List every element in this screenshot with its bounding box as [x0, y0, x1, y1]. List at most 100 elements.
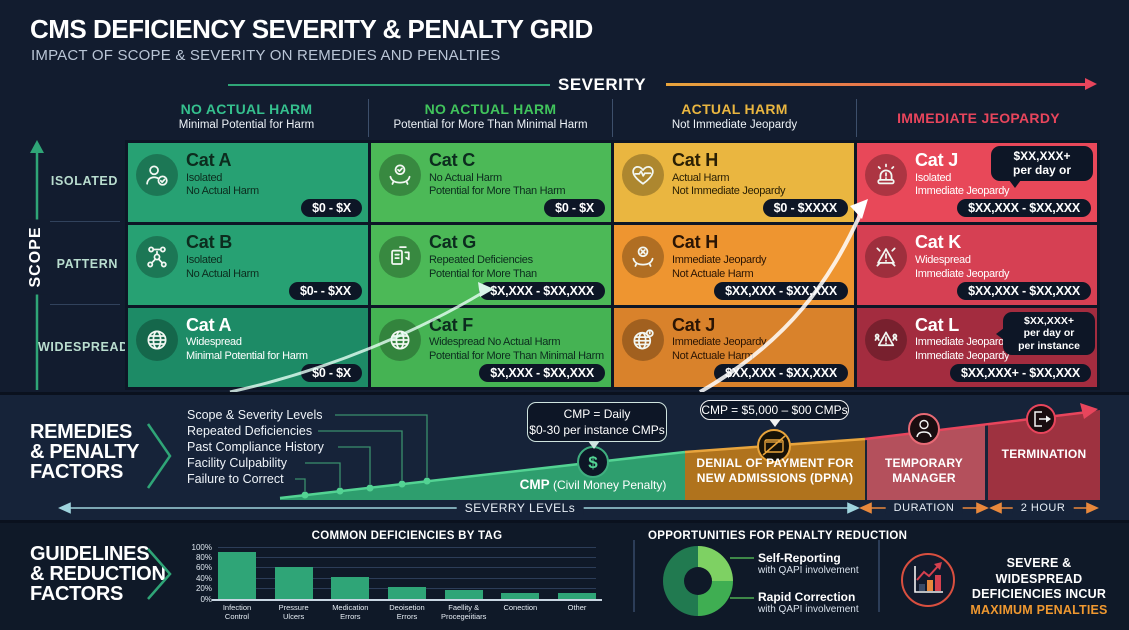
- penalty-factor: Repeated Deficiencies: [187, 424, 313, 438]
- vertical-divider: [633, 540, 635, 612]
- svg-text:$: $: [588, 453, 598, 472]
- scope-divider: [50, 304, 120, 305]
- cell-category: Cat C: [429, 150, 476, 170]
- penalty-badge: $X,XXX - $XX,XXX: [479, 364, 605, 382]
- guidelines-title-line: FACTORS: [30, 583, 124, 605]
- donut-chart-title: OPPORTUNITIES FOR PENALTY REDUCTION: [648, 530, 908, 542]
- penalty-badge: $0- - $XX: [288, 281, 362, 300]
- legend-rapid-correction: Rapid Correction: [758, 590, 856, 604]
- grid-cell-cat-j-isolated: Cat J Isolated Immediate Jeopardy $XX,XX…: [857, 143, 1097, 223]
- penalty-factor: Failure to Correct: [187, 472, 284, 486]
- chevron-right-icon: [147, 548, 172, 600]
- callout-line: $XX,XXX+: [1024, 314, 1074, 327]
- max-note-line: SEVERE & WIDESPREAD: [995, 556, 1083, 586]
- legend-self-reporting: Self-Reporting: [758, 551, 841, 565]
- bar: [501, 592, 540, 599]
- warning-triangle-icon: [865, 236, 907, 279]
- bar: [444, 590, 483, 599]
- scope-row-widespread: WIDESPREAD: [38, 340, 129, 354]
- cell-line2: Minimal Potential for Harm: [186, 349, 308, 362]
- temp-manager-line: TEMPORARY: [884, 456, 964, 470]
- cell-category: Cat H: [672, 232, 719, 253]
- grid-cell-cat-h-actual-harm: Cat H Actual Harm Not Immediate Jeopardy…: [614, 143, 854, 223]
- cell-line2: Immediate Jeopardy: [915, 185, 1010, 198]
- y-tick-label: 0%: [200, 594, 212, 604]
- termination-region: [988, 410, 1100, 500]
- dpna-label: DENIAL OF PAYMENT FOR NEW ADMISSIONS (DP…: [685, 456, 865, 486]
- remedies-title-line: FACTORS: [30, 461, 124, 483]
- cell-line2: Potential for More Than Harm: [429, 185, 566, 198]
- severity-column-headers: NO ACTUAL HARM Minimal Potential for Har…: [125, 99, 1100, 137]
- severity-penalty-grid: Cat A Isolated No Actual Harm $0 - $X Ca…: [125, 140, 1100, 390]
- y-tick-label: 100%: [191, 542, 212, 552]
- bar-chart-title: COMMON DEFICIENCIES BY TAG: [311, 530, 503, 542]
- gridline: [218, 567, 596, 569]
- temp-manager-line: MANAGER: [892, 471, 956, 485]
- grid-cell-cat-a-isolated: Cat A Isolated No Actual Harm $0 - $X: [128, 143, 368, 223]
- column-subtitle: Minimal Potential for Harm: [178, 119, 315, 131]
- exit-icon: [1026, 404, 1056, 434]
- bar: [558, 592, 596, 599]
- cell-line2: Not Actuale Harm: [672, 349, 754, 362]
- penalty-badge: $0 - $X: [301, 364, 362, 382]
- x-tick-label: Deoisetion Errors: [389, 603, 425, 621]
- bar-chart-y-axis: 0% 20% 40% 60% 80% 100%: [182, 543, 212, 604]
- cell-line1: Immediate Jeopardy: [915, 336, 1010, 349]
- column-header-no-harm-minimal: NO ACTUAL HARM Minimal Potential for Har…: [125, 99, 368, 137]
- section-divider: [0, 392, 1129, 395]
- cell-line2: No Actual Harm: [186, 267, 259, 280]
- column-header-actual-harm: ACTUAL HARM Not Immediate Jeopardy: [612, 99, 856, 137]
- x-tick-label: Medication Errors: [332, 603, 369, 621]
- chevron-right-icon: [146, 423, 172, 489]
- max-note-line: DEFICIENCIES INCUR: [971, 587, 1107, 602]
- gridline: [218, 556, 596, 558]
- cell-line1: Widespread: [186, 336, 242, 349]
- siren-icon: [865, 154, 907, 196]
- cmp-5000-callout: CMP = $5,000 – $00 CMPs: [700, 400, 849, 427]
- callout-line: $XX,XXX+: [1013, 149, 1071, 163]
- cell-line2: Immediate Jeopardy: [915, 267, 1010, 280]
- column-title: ACTUAL HARM: [681, 101, 788, 117]
- cell-line1: Immediate Jeopardy: [672, 254, 767, 267]
- termination-label: TERMINATION: [1001, 447, 1087, 461]
- grid-cell-cat-j-widespread: Cat J Immediate Jeopardy Not Actuale Har…: [614, 307, 854, 387]
- scope-row-pattern: PATTERN: [56, 257, 118, 271]
- dollar-icon: $: [577, 446, 609, 478]
- flow-arrowhead-icon: [1080, 403, 1098, 419]
- globe-alert-icon: [622, 318, 664, 361]
- cell-category: Cat K: [915, 232, 962, 253]
- remedies-title-line: & PENALTY: [30, 441, 140, 463]
- cell-line1: Isolated: [186, 171, 223, 184]
- guidelines-title-line: & REDUCTION: [30, 563, 166, 585]
- dpna-line: DENIAL OF PAYMENT FOR: [696, 456, 854, 470]
- bar: [274, 566, 313, 599]
- cell-category: Cat J: [915, 150, 959, 170]
- cell-line2: Not Immediate Jeopardy: [672, 185, 786, 198]
- per-day-callout: $XX,XXX+ per day or: [991, 146, 1093, 188]
- grid-cell-cat-f: Cat F Widespread No Actual Harm Potentia…: [371, 307, 611, 387]
- repeat-doc-icon: [379, 236, 421, 279]
- vertical-divider: [878, 540, 880, 612]
- callout-line: per day or: [1012, 163, 1072, 178]
- heart-pulse-icon: [622, 154, 664, 196]
- person-icon: [908, 413, 940, 445]
- y-tick-label: 40%: [195, 573, 212, 583]
- cell-line1: Widespread: [915, 254, 971, 267]
- hands-check-icon: [379, 154, 421, 196]
- growth-chart-icon: [901, 553, 955, 607]
- cell-category: Cat G: [429, 232, 477, 253]
- column-title: NO ACTUAL HARM: [424, 101, 557, 117]
- penalty-badge: $X,XXX - $XX,XXX: [479, 281, 605, 300]
- warning-people-icon: [865, 318, 907, 361]
- page-subtitle: IMPACT OF SCOPE & SEVERITY ON REMEDIES A…: [31, 47, 501, 64]
- donut-hole: [684, 567, 712, 595]
- per-instance-callout: $XX,XXX+ per day or per instance: [996, 311, 1095, 356]
- grid-cell-cat-l: Cat L Immediate Jeopardy Immediate Jeopa…: [857, 307, 1097, 387]
- cell-category: Cat A: [186, 314, 232, 335]
- cmp-daily-callout: CMP = Daily $0-30 per instance CMPs: [527, 402, 667, 450]
- y-tick-label: 80%: [195, 552, 212, 562]
- max-note-line-highlight: MAXIMUM PENALTIES: [970, 602, 1108, 617]
- callout-line: per day or: [1023, 327, 1075, 340]
- penalty-badge: $XX,XXX - $XX,XXX: [714, 281, 848, 300]
- temporary-manager-label: TEMPORARY MANAGER: [868, 456, 980, 486]
